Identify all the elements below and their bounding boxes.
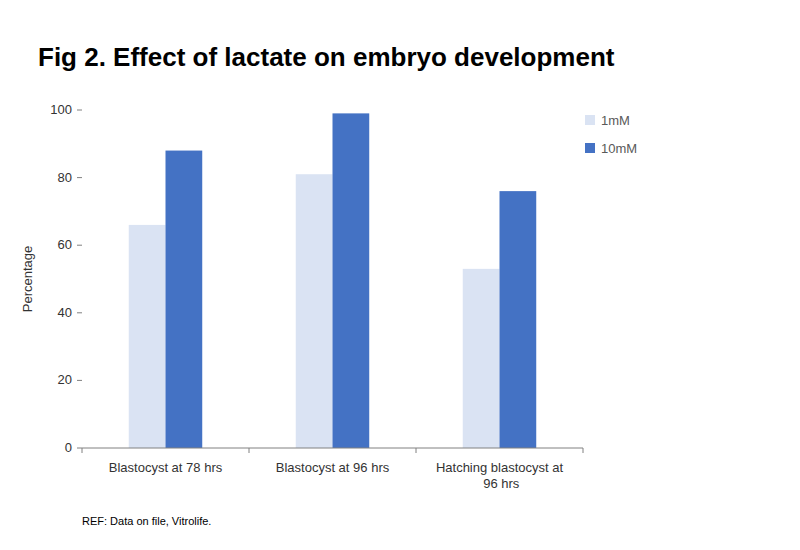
caption: REF: Data on file, Vitrolife. <box>82 515 211 527</box>
legend-swatch <box>585 143 595 153</box>
bar <box>500 191 537 448</box>
y-tick-label: 100 <box>50 102 72 117</box>
x-tick-label-line: 96 hrs <box>480 476 520 491</box>
x-tick <box>249 448 250 453</box>
background <box>0 0 800 550</box>
x-tick-label: Blastocyst at 96 hrs <box>276 460 390 475</box>
y-tick-label: 80 <box>58 170 72 185</box>
x-tick-label-line: Blastocyst at 78 hrs <box>109 460 223 475</box>
bar <box>129 225 166 448</box>
y-tick <box>77 110 82 111</box>
y-tick-label: 60 <box>58 237 72 252</box>
y-tick <box>77 448 82 449</box>
y-tick <box>77 380 82 381</box>
y-tick <box>77 312 82 313</box>
x-tick-label-line: Blastocyst at 96 hrs <box>276 460 390 475</box>
y-tick <box>77 177 82 178</box>
title: Fig 2. Effect of lactate on embryo devel… <box>38 42 615 72</box>
legend-label: 10mM <box>601 141 637 156</box>
y-tick-label: 40 <box>58 305 72 320</box>
x-tick-label-line: Hatching blastocyst at <box>436 460 564 475</box>
x-axis <box>82 448 583 449</box>
bar <box>463 269 500 448</box>
y-tick <box>77 245 82 246</box>
x-tick <box>416 448 417 453</box>
bars <box>129 113 536 448</box>
legend-swatch <box>585 115 595 125</box>
x-tick <box>583 448 584 453</box>
x-tick <box>82 448 83 453</box>
x-tick-label: Blastocyst at 78 hrs <box>109 460 223 475</box>
bar <box>166 151 203 448</box>
bar <box>296 174 333 448</box>
bar <box>333 113 370 448</box>
chart: Fig 2. Effect of lactate on embryo devel… <box>0 0 800 550</box>
x-tick-label: Hatching blastocyst at 96 hrs <box>436 460 564 491</box>
y-axis-label: Percentage <box>20 246 35 313</box>
legend-label: 1mM <box>601 113 630 128</box>
y-tick-label: 0 <box>65 440 72 455</box>
y-tick-label: 20 <box>58 372 72 387</box>
